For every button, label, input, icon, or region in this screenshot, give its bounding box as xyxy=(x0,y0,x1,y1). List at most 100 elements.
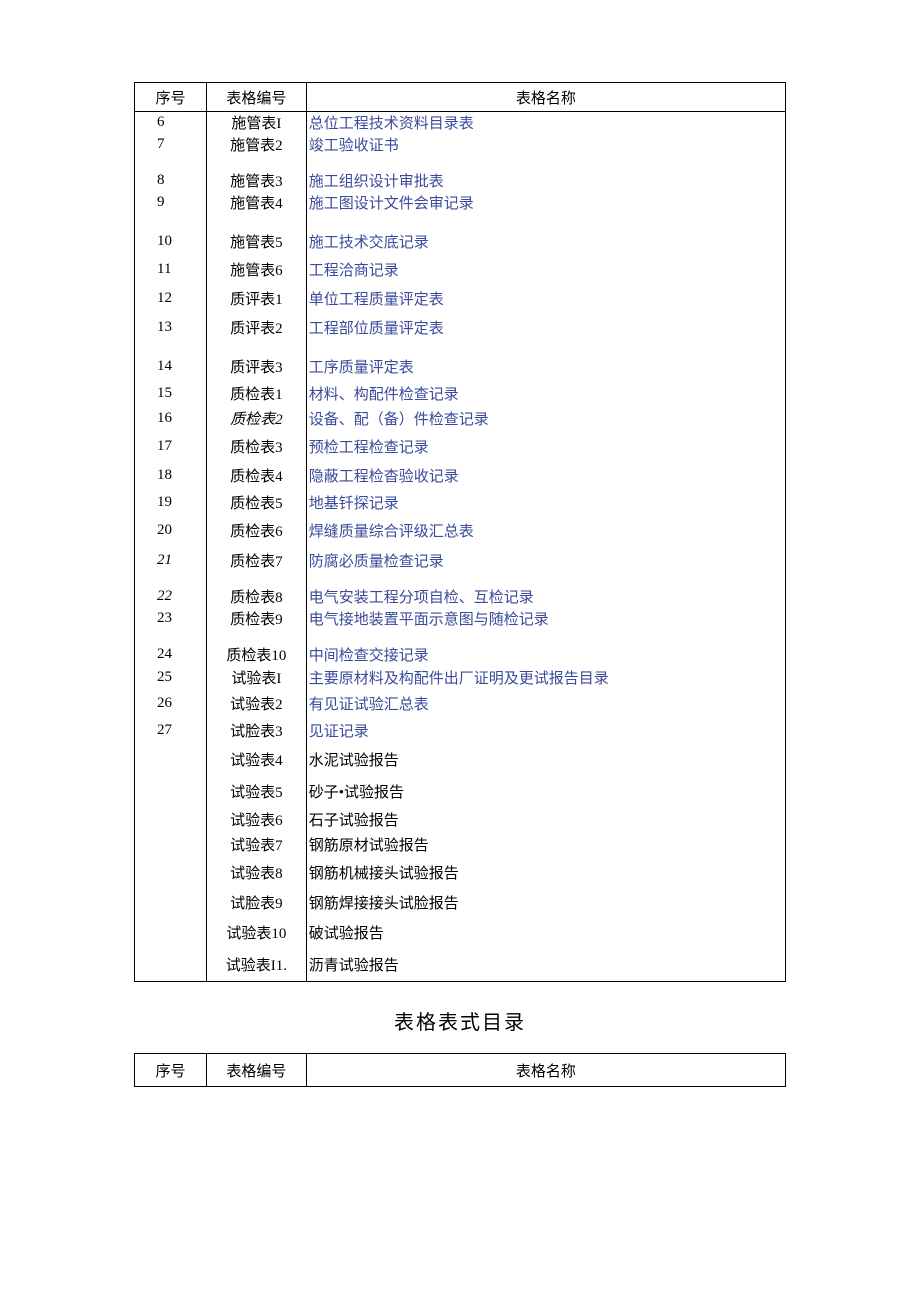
table-row: 19质检表5地基钎探记录 xyxy=(135,490,786,516)
cell-code: 施管表5 xyxy=(206,228,306,256)
cell-name: 防腐必质量检查记录 xyxy=(306,546,785,576)
table-row: 试验表7钢筋原材试验报告 xyxy=(135,832,786,858)
cell-seq: 8 xyxy=(135,170,207,192)
table-row: 15质检表1材料、构配件检查记录 xyxy=(135,382,786,406)
table-row: 17质检表3预检工程检查记录 xyxy=(135,432,786,462)
cell-name: 隐蔽工程检杳验收记录 xyxy=(306,462,785,490)
header-code: 表格编号 xyxy=(206,83,306,112)
cell-seq xyxy=(135,858,207,888)
table-row: 试脸表9钢筋焊接接头试脸报告 xyxy=(135,888,786,918)
table-gap-row xyxy=(135,156,786,170)
cell-name: 工程洽商记录 xyxy=(306,256,785,284)
cell-seq: 16 xyxy=(135,406,207,432)
cell-code: 试验表7 xyxy=(206,832,306,858)
cell-name: 钢筋原材试验报告 xyxy=(306,832,785,858)
gap-cell xyxy=(135,630,207,644)
cell-seq: 19 xyxy=(135,490,207,516)
cell-seq xyxy=(135,948,207,982)
table-gap-row xyxy=(135,342,786,352)
gap-cell xyxy=(306,630,785,644)
cell-name: 中间检查交接记录 xyxy=(306,644,785,666)
cell-seq: 7 xyxy=(135,134,207,156)
cell-name: 主要原材料及构配件出厂证明及更试报告目录 xyxy=(306,666,785,690)
header-name: 表格名称 xyxy=(306,83,785,112)
cell-seq xyxy=(135,808,207,832)
cell-code: 施管表3 xyxy=(206,170,306,192)
gap-cell xyxy=(135,342,207,352)
cell-name: 单位工程质量评定表 xyxy=(306,284,785,314)
table-gap-row xyxy=(135,214,786,228)
cell-code: 质检表1 xyxy=(206,382,306,406)
table-row: 10施管表5施工技术交底记录 xyxy=(135,228,786,256)
document-page: 序号 表格编号 表格名称 6施管表I总位工程技术资料目录表7施管表2竣工验收证书… xyxy=(0,0,920,1087)
table-gap-row xyxy=(135,576,786,586)
cell-code: 试验表8 xyxy=(206,858,306,888)
table-row: 18质检表4隐蔽工程检杳验收记录 xyxy=(135,462,786,490)
cell-code: 试脸表9 xyxy=(206,888,306,918)
cell-name: 施工图设计文件会审记录 xyxy=(306,192,785,214)
cell-code: 质检表10 xyxy=(206,644,306,666)
cell-name: 见证记录 xyxy=(306,718,785,744)
table-header-row: 序号 表格编号 表格名称 xyxy=(135,1054,786,1087)
cell-code: 质检表2 xyxy=(206,406,306,432)
cell-seq xyxy=(135,744,207,776)
header-name: 表格名称 xyxy=(306,1054,785,1087)
gap-cell xyxy=(306,576,785,586)
cell-name: 水泥试验报告 xyxy=(306,744,785,776)
cell-seq: 25 xyxy=(135,666,207,690)
cell-name: 破试验报告 xyxy=(306,918,785,948)
cell-seq: 12 xyxy=(135,284,207,314)
gap-cell xyxy=(206,156,306,170)
gap-cell xyxy=(306,214,785,228)
cell-code: 试验表10 xyxy=(206,918,306,948)
table-row: 8施管表3施工组织设计审批表 xyxy=(135,170,786,192)
cell-name: 地基钎探记录 xyxy=(306,490,785,516)
cell-name: 沥青试验报告 xyxy=(306,948,785,982)
cell-name: 预检工程检查记录 xyxy=(306,432,785,462)
cell-code: 施管表6 xyxy=(206,256,306,284)
cell-seq: 21 xyxy=(135,546,207,576)
cell-code: 质评表3 xyxy=(206,352,306,382)
cell-seq: 20 xyxy=(135,516,207,546)
table-row: 试验表10破试验报告 xyxy=(135,918,786,948)
cell-seq xyxy=(135,832,207,858)
table-row: 14质评表3工序质量评定表 xyxy=(135,352,786,382)
cell-name: 施工组织设计审批表 xyxy=(306,170,785,192)
cell-seq: 18 xyxy=(135,462,207,490)
cell-code: 施管表I xyxy=(206,112,306,134)
cell-code: 试验表I xyxy=(206,666,306,690)
cell-code: 质检表6 xyxy=(206,516,306,546)
table-row: 21质检表7防腐必质量检查记录 xyxy=(135,546,786,576)
cell-seq: 27 xyxy=(135,718,207,744)
cell-name: 电气接地装置平面示意图与随检记录 xyxy=(306,608,785,630)
cell-seq: 17 xyxy=(135,432,207,462)
cell-seq: 11 xyxy=(135,256,207,284)
section-title: 表格表式目录 xyxy=(0,1006,920,1035)
gap-cell xyxy=(135,214,207,228)
table-header-row: 序号 表格编号 表格名称 xyxy=(135,83,786,112)
cell-seq: 10 xyxy=(135,228,207,256)
cell-code: 试验表I1. xyxy=(206,948,306,982)
cell-code: 试脸表3 xyxy=(206,718,306,744)
gap-cell xyxy=(135,576,207,586)
cell-code: 质检表3 xyxy=(206,432,306,462)
cell-seq: 6 xyxy=(135,112,207,134)
table-row: 12质评表1单位工程质量评定表 xyxy=(135,284,786,314)
cell-name: 石子试验报告 xyxy=(306,808,785,832)
table-gap-row xyxy=(135,630,786,644)
table-row: 11施管表6工程洽商记录 xyxy=(135,256,786,284)
forms-style-index-table: 序号 表格编号 表格名称 xyxy=(134,1053,786,1087)
cell-name: 设备、配（备）件检查记录 xyxy=(306,406,785,432)
header-code: 表格编号 xyxy=(206,1054,306,1087)
gap-cell xyxy=(206,342,306,352)
cell-name: 电气安装工程分项自检、互检记录 xyxy=(306,586,785,608)
cell-seq xyxy=(135,776,207,808)
table-row: 27试脸表3见证记录 xyxy=(135,718,786,744)
table-row: 试验表8钢筋机械接头试验报告 xyxy=(135,858,786,888)
cell-code: 质检表5 xyxy=(206,490,306,516)
header-seq: 序号 xyxy=(135,83,207,112)
table-row: 24质检表10中间检查交接记录 xyxy=(135,644,786,666)
cell-name: 钢筋焊接接头试脸报告 xyxy=(306,888,785,918)
cell-name: 竣工验收证书 xyxy=(306,134,785,156)
cell-seq: 23 xyxy=(135,608,207,630)
